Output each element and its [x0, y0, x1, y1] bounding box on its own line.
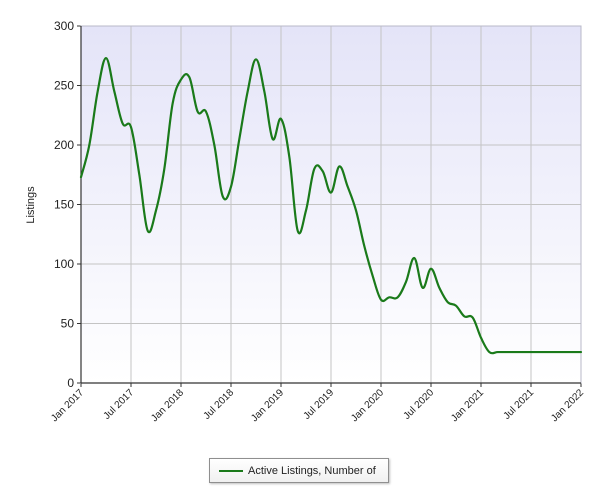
axes: [77, 25, 582, 387]
x-tick-label: Jul 2018: [202, 387, 237, 422]
grid-lines: [81, 25, 581, 383]
x-tick-label: Jan 2018: [149, 387, 186, 424]
legend-swatch: [219, 469, 243, 472]
x-tick-label: Jan 2019: [249, 387, 286, 424]
y-tick-label: 250: [54, 79, 74, 93]
x-tick-label: Jul 2020: [402, 387, 437, 422]
x-tick-label: Jul 2019: [302, 387, 337, 422]
x-tick-label: Jul 2017: [102, 387, 137, 422]
y-tick-label: 200: [54, 138, 74, 152]
y-axis-title: Listings: [25, 186, 37, 224]
series-lines: [79, 57, 583, 355]
series-line-active-listings: [79, 57, 583, 355]
x-tick-label: Jan 2017: [49, 387, 86, 424]
x-tick-label: Jan 2020: [349, 387, 386, 424]
x-tick-label: Jul 2021: [502, 387, 537, 422]
x-axis-tick-labels: Jan 2017 Jul 2017 Jan 2018 Jul 2018 Jan 2019…: [49, 387, 586, 424]
y-tick-label: 0: [67, 376, 74, 390]
y-tick-label: 300: [54, 19, 74, 33]
x-tick-label: Jan 2022: [549, 387, 586, 424]
y-tick-label: 150: [54, 198, 74, 212]
legend-label: Active Listings, Number of: [248, 464, 376, 477]
y-axis-tick-labels: 0 50 100 150 200 250 300: [54, 19, 74, 390]
y-tick-label: 100: [54, 257, 74, 271]
legend: Active Listings, Number of: [209, 458, 389, 483]
x-tick-label: Jan 2021: [449, 387, 486, 424]
y-tick-label: 50: [61, 317, 75, 331]
